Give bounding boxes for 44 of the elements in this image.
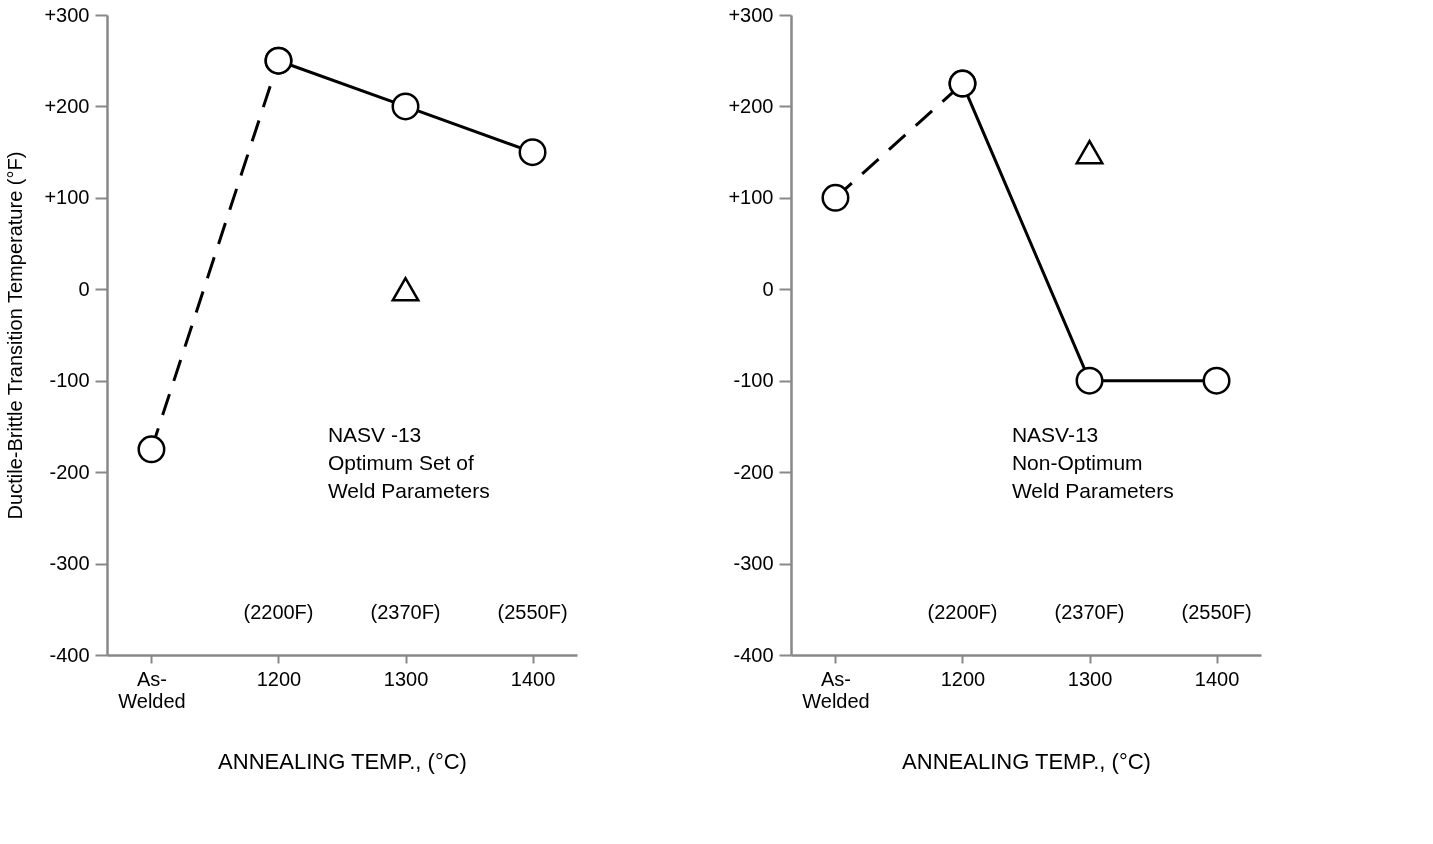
point [1075,139,1104,165]
annotation: (2550F) [497,601,568,623]
y-tick-label: -400 [49,643,90,666]
point [518,138,547,167]
point [1075,366,1104,395]
y-tick-label: +300 [728,3,774,26]
y-tick-label: -400 [733,643,774,666]
x-tick-label: 1200 [256,667,302,690]
annotation: (2370F) [1054,601,1125,623]
y-tick-label: -100 [49,369,90,392]
annotation: (2200F) [927,601,998,623]
x-axis-title: ANNEALING TEMP., (°C) [218,748,467,774]
y-axis-title: Ductile-Brittle Transition Temperature (°F) [4,151,27,520]
x-tick-label: As- Welded [802,667,870,712]
x-tick-label: 1300 [383,667,429,690]
x-tick-label: As- Welded [118,667,186,712]
y-tick-label: -100 [733,369,774,392]
point [821,183,850,212]
y-tick-label: +200 [728,94,774,117]
annotation: (2370F) [370,601,441,623]
y-tick-label: +200 [44,94,90,117]
point [391,92,420,121]
point [1202,366,1231,395]
y-tick-label: +100 [728,186,774,209]
x-tick-label: 1400 [510,667,556,690]
point [391,277,420,302]
x-tick-label: 1300 [1067,667,1113,690]
annotation: NASV -13 Optimum Set of Weld Parameters [327,422,490,502]
y-tick-label: -300 [733,552,774,575]
point [137,435,166,464]
point [948,69,977,98]
y-tick-label: -200 [49,460,90,483]
y-tick-label: +300 [44,3,90,26]
x-tick-label: 1200 [940,667,986,690]
annotation: NASV-13 Non-Optimum Weld Parameters [1011,422,1174,502]
y-tick-label: -300 [49,552,90,575]
y-tick-label: 0 [762,277,774,300]
y-tick-label: +100 [44,186,90,209]
x-axis-title: ANNEALING TEMP., (°C) [902,748,1151,774]
annotation: (2200F) [243,601,314,623]
y-tick-label: 0 [78,277,90,300]
annotation: (2550F) [1181,601,1252,623]
x-tick-label: 1400 [1194,667,1240,690]
y-tick-label: -200 [733,460,774,483]
